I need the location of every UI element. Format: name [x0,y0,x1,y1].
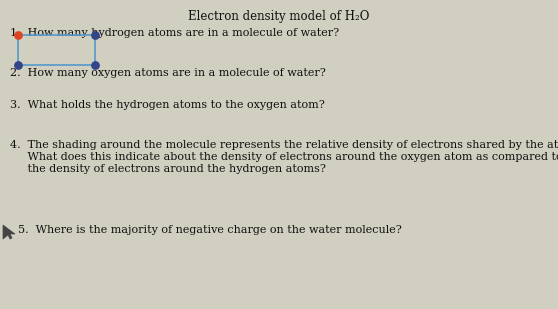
Text: 4.  The shading around the molecule represents the relative density of electrons: 4. The shading around the molecule repre… [10,140,558,150]
Text: 5.  Where is the majority of negative charge on the water molecule?: 5. Where is the majority of negative cha… [18,225,402,235]
Bar [18,35,95,65]
Text: What does this indicate about the density of electrons around the oxygen atom as: What does this indicate about the densit… [10,152,558,162]
Text: 1.  How many hydrogen atoms are in a molecule of water?: 1. How many hydrogen atoms are in a mole… [10,28,339,38]
Text: the density of electrons around the hydrogen atoms?: the density of electrons around the hydr… [10,164,326,174]
Text: Electron density model of H₂O: Electron density model of H₂O [188,10,370,23]
Text: 3.  What holds the hydrogen atoms to the oxygen atom?: 3. What holds the hydrogen atoms to the … [10,100,325,110]
Point [90,62,99,67]
Polygon shape [3,225,15,239]
Text: 2.  How many oxygen atoms are in a molecule of water?: 2. How many oxygen atoms are in a molecu… [10,68,326,78]
Point [90,32,99,37]
Point [13,32,22,37]
Point [13,62,22,67]
